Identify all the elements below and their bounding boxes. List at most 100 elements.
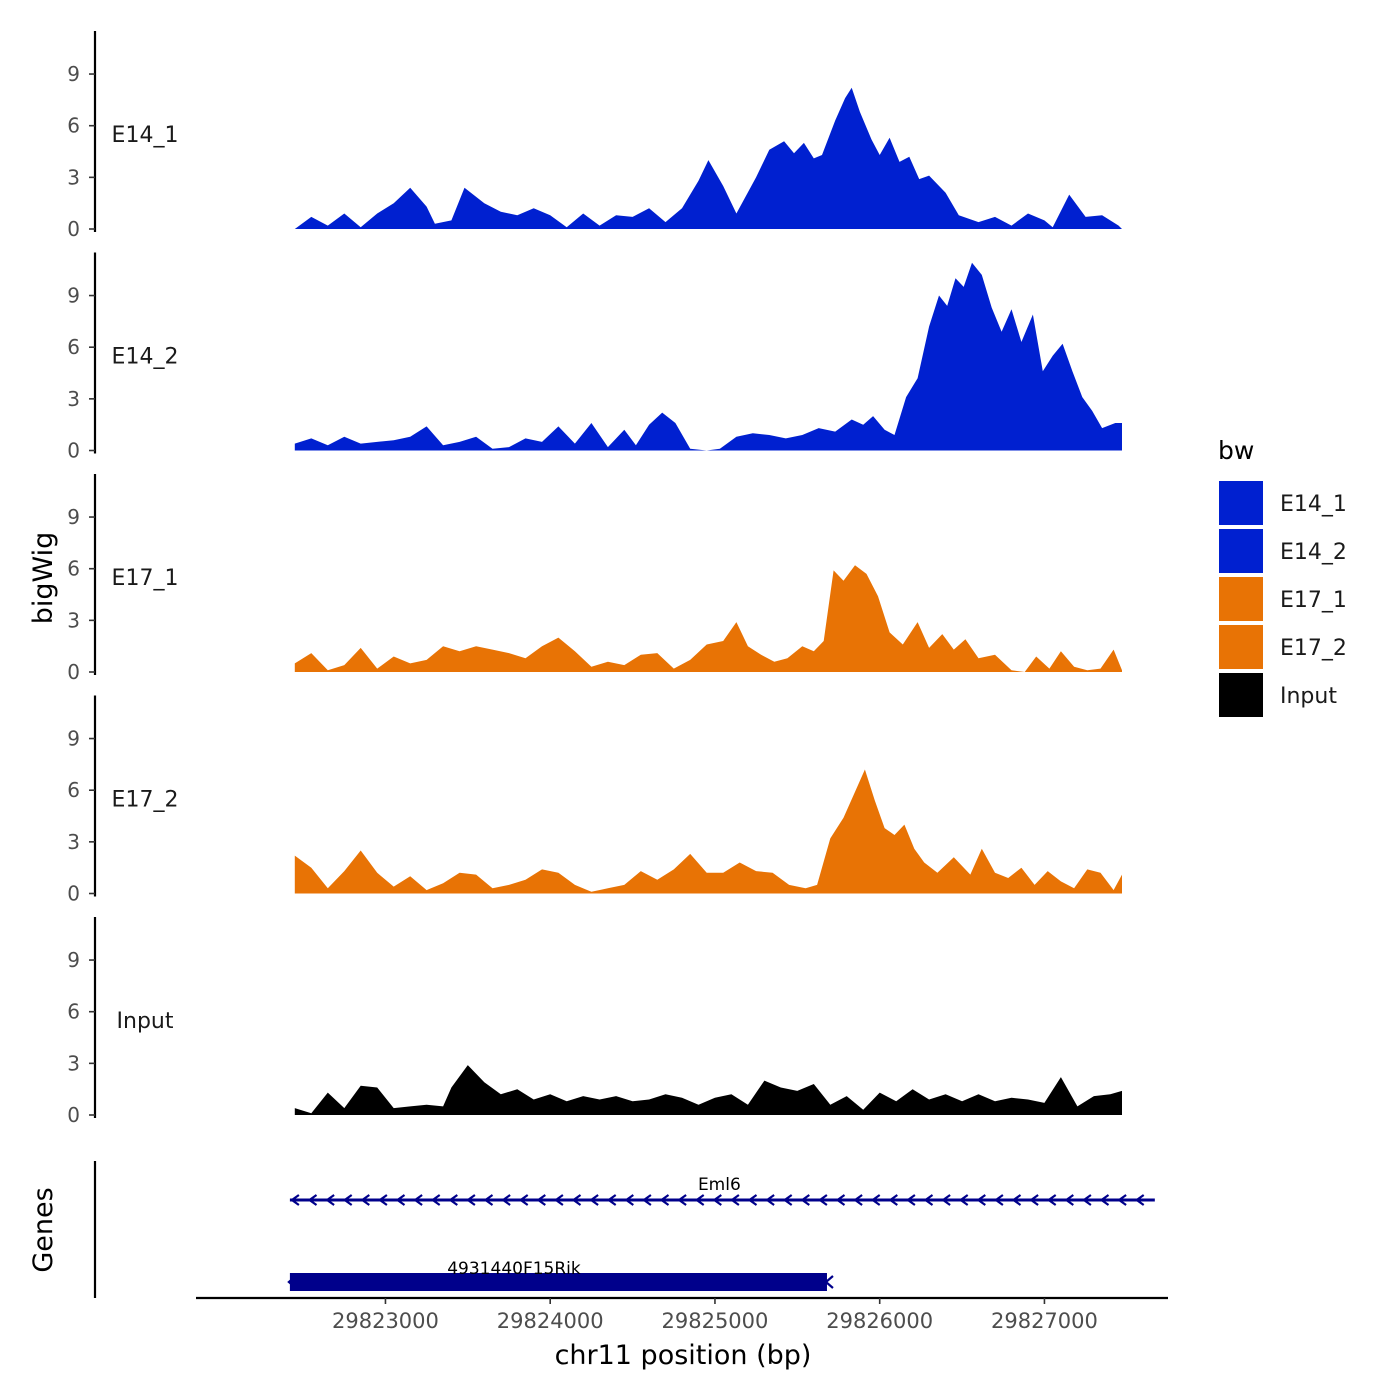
y-tick-label: 0 bbox=[67, 1103, 80, 1127]
y-axis-title: bigWig bbox=[28, 532, 59, 625]
legend-key-e17_1 bbox=[1219, 577, 1263, 621]
strand-arrow bbox=[941, 1194, 951, 1206]
y-tick-label: 3 bbox=[67, 608, 80, 632]
track-label: E17_1 bbox=[112, 566, 179, 591]
strand-arrow bbox=[290, 1194, 300, 1206]
strand-arrow bbox=[413, 1194, 423, 1206]
legend: bw E14_1 E14_2 E17_1 E17_2 Input bbox=[1218, 436, 1347, 717]
strand-arrow bbox=[835, 1194, 846, 1206]
strand-arrow bbox=[906, 1194, 916, 1206]
strand-arrow bbox=[694, 1194, 705, 1206]
x-tick-label: 29825000 bbox=[662, 1309, 769, 1333]
legend-key-input bbox=[1219, 673, 1263, 717]
strand-arrow bbox=[1011, 1194, 1022, 1206]
panel-e14_1: 0 3 6 9 E14_1 bbox=[67, 31, 1122, 241]
y-tick-label: 6 bbox=[67, 114, 80, 138]
strand-arrow bbox=[466, 1194, 476, 1206]
strand-arrow bbox=[976, 1194, 986, 1206]
y-tick-label: 9 bbox=[67, 948, 80, 972]
y-tick-label: 6 bbox=[67, 778, 80, 802]
y-tick-label: 6 bbox=[67, 1000, 80, 1024]
legend-label: E14_2 bbox=[1280, 540, 1347, 565]
strand-arrow bbox=[1082, 1194, 1092, 1206]
coverage-area-e14_2 bbox=[294, 262, 1122, 451]
x-axis: 29823000 29824000 29825000 29826000 29827000 bbox=[196, 1296, 1168, 1333]
genes-panel: Eml6 4931440F15Rik bbox=[93, 1161, 1155, 1298]
y-tick-label: 0 bbox=[67, 217, 80, 241]
y-tick-label: 9 bbox=[67, 727, 80, 751]
legend-label: E17_1 bbox=[1280, 588, 1347, 613]
legend-key-e17_2 bbox=[1219, 625, 1263, 669]
strand-arrow bbox=[430, 1194, 441, 1206]
gene-body-block bbox=[289, 1273, 827, 1291]
strand-arrow bbox=[677, 1194, 687, 1206]
strand-arrow bbox=[1099, 1194, 1110, 1206]
legend-label: Input bbox=[1280, 684, 1337, 709]
y-tick-label: 3 bbox=[67, 1051, 80, 1075]
strand-arrow bbox=[870, 1194, 881, 1206]
y-tick-label: 3 bbox=[67, 830, 80, 854]
gene-label: 4931440F15Rik bbox=[447, 1259, 581, 1279]
strand-arrow bbox=[782, 1194, 793, 1206]
coverage-area-input bbox=[294, 1065, 1122, 1115]
x-tick-label: 29827000 bbox=[991, 1309, 1098, 1333]
panel-e14_2: 0 3 6 9 E14_2 bbox=[67, 252, 1122, 463]
strand-arrow bbox=[730, 1194, 740, 1206]
y-tick-label: 9 bbox=[67, 284, 80, 308]
strand-arrow bbox=[1064, 1194, 1074, 1206]
strand-arrow bbox=[888, 1194, 898, 1206]
gene-label: Eml6 bbox=[698, 1175, 741, 1195]
y-tick-label: 6 bbox=[67, 557, 80, 581]
track-label: Input bbox=[117, 1009, 174, 1034]
strand-arrow bbox=[1029, 1194, 1039, 1206]
coverage-area-e14_1 bbox=[294, 87, 1122, 229]
strand-arrow bbox=[659, 1194, 670, 1206]
signal-panels: 0 3 6 9 E14_1 0 3 6 9 E14_2 0 3 6 9 E17_1 0 3 6 9 E17_2 0 3 6 9… bbox=[67, 31, 1122, 1127]
legend-title: bw bbox=[1218, 436, 1254, 465]
strand-arrow bbox=[1134, 1194, 1145, 1206]
strand-arrow bbox=[747, 1194, 758, 1206]
strand-arrow bbox=[606, 1194, 617, 1206]
strand-arrow bbox=[818, 1194, 828, 1206]
strand-arrow bbox=[800, 1194, 810, 1206]
strand-arrow bbox=[1117, 1194, 1127, 1206]
strand-arrow bbox=[325, 1194, 335, 1206]
strand-arrow bbox=[448, 1194, 458, 1206]
y-tick-label: 3 bbox=[67, 165, 80, 189]
strand-arrow bbox=[853, 1194, 863, 1206]
strand-arrow bbox=[994, 1194, 1004, 1206]
strand-arrow bbox=[518, 1194, 529, 1206]
strand-arrow bbox=[307, 1194, 318, 1206]
strand-arrow bbox=[589, 1194, 599, 1206]
strand-arrow bbox=[483, 1194, 494, 1206]
legend-key-e14_2 bbox=[1219, 529, 1263, 573]
strand-arrow bbox=[1046, 1194, 1057, 1206]
legend-key-e14_1 bbox=[1219, 481, 1263, 525]
strand-arrow bbox=[360, 1194, 370, 1206]
panel-e17_1: 0 3 6 9 E17_1 bbox=[67, 474, 1122, 684]
y-tick-label: 6 bbox=[67, 335, 80, 359]
strand-arrow bbox=[554, 1194, 564, 1206]
coverage-area-e17_1 bbox=[294, 565, 1122, 672]
strand-arrow bbox=[342, 1194, 353, 1206]
strand-arrow bbox=[378, 1194, 388, 1206]
y-tick-label: 0 bbox=[67, 660, 80, 684]
gene-4931440f15rik: 4931440F15Rik bbox=[287, 1259, 834, 1291]
strand-arrow bbox=[624, 1194, 634, 1206]
coverage-area-e17_2 bbox=[294, 769, 1122, 894]
strand-arrow bbox=[395, 1194, 406, 1206]
y-tick-label: 0 bbox=[67, 439, 80, 463]
strand-arrow bbox=[765, 1194, 775, 1206]
track-label: E17_2 bbox=[112, 788, 179, 813]
strand-arrow bbox=[923, 1194, 934, 1206]
legend-label: E17_2 bbox=[1280, 636, 1347, 661]
x-axis-title: chr11 position (bp) bbox=[555, 1340, 812, 1371]
track-label: E14_2 bbox=[112, 345, 179, 370]
gene-eml6: Eml6 bbox=[289, 1175, 1155, 1206]
strand-arrow bbox=[536, 1194, 546, 1206]
y-tick-label: 0 bbox=[67, 882, 80, 906]
x-tick-label: 29826000 bbox=[826, 1309, 933, 1333]
y-tick-label: 9 bbox=[67, 505, 80, 529]
strand-arrow bbox=[958, 1194, 969, 1206]
